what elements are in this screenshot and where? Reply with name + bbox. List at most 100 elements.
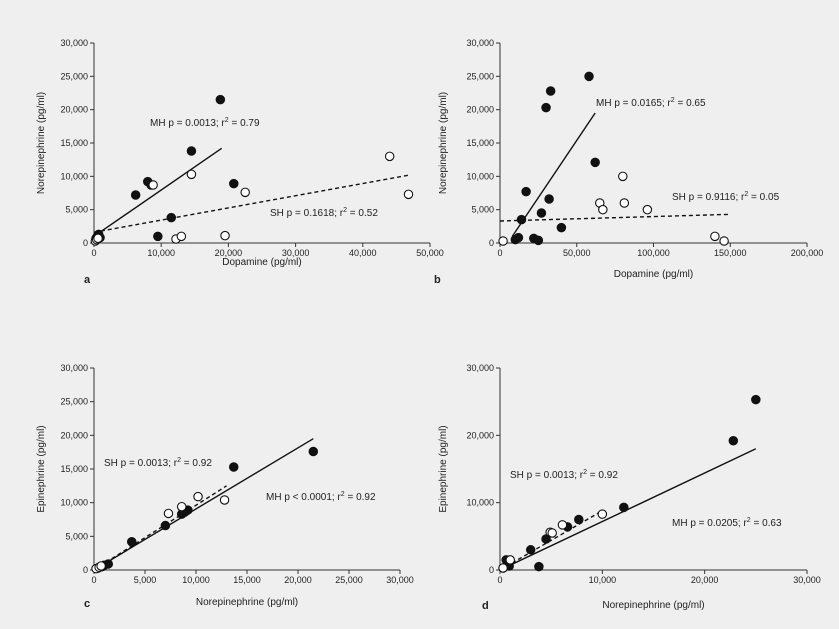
sh-regression-line	[499, 213, 731, 222]
sh-regression-line	[93, 485, 227, 571]
mh-data-point	[751, 394, 761, 405]
y-tick-label: 30,000	[466, 38, 494, 48]
mh-data-point	[186, 146, 197, 156]
y-tick-label: 15,000	[466, 138, 494, 148]
y-tick-label: 5,000	[65, 205, 88, 215]
x-tick-label: 10,000	[589, 575, 617, 585]
annotation-text: = 0.79	[229, 118, 260, 129]
sh-data-point	[557, 520, 568, 530]
mh-data-point	[525, 545, 536, 555]
annotation-text: = 0.92	[181, 458, 212, 469]
mh-stats-annotation: MH p = 0.0205; r2 = 0.63	[672, 517, 782, 529]
mh-data-point	[534, 561, 544, 572]
panel-a: 0 5,000 10,000 15,000 20,000 25,000 30,000 0 10,…	[36, 38, 444, 286]
mh-data-point	[229, 178, 239, 189]
sh-stats-annotation: SH p = 0.0013; r2 = 0.92	[510, 469, 618, 481]
sh-data-point	[384, 151, 395, 162]
x-tick-label: 15,000	[233, 575, 261, 585]
sh-data-point	[598, 204, 608, 215]
y-tick-label: 30,000	[60, 363, 88, 373]
mh-data-point	[556, 222, 567, 233]
sh-data-point	[176, 231, 187, 242]
x-tick-label: 25,000	[335, 575, 363, 585]
x-tick-label: 0	[497, 575, 502, 585]
mh-data-point	[619, 502, 629, 513]
sh-data-point	[148, 180, 158, 190]
y-tick-label: 0	[489, 238, 494, 248]
sh-regression-line	[93, 174, 410, 234]
sh-data-point	[93, 233, 103, 244]
annotation-text: = 0.92	[345, 492, 376, 503]
sh-data-point	[498, 236, 508, 246]
x-tick-label: 0	[91, 575, 96, 585]
x-tick-label: 40,000	[349, 248, 377, 258]
sh-data-point	[505, 555, 515, 565]
mh-data-point	[536, 208, 547, 218]
y-tick-label: 10,000	[60, 498, 88, 508]
y-tick-label: 5,000	[471, 205, 494, 215]
panel-label: d	[482, 600, 489, 612]
annotation-text: SH p = 0.9116; r	[672, 192, 745, 203]
annotation-text: = 0.65	[675, 98, 706, 109]
sh-data-point	[220, 230, 230, 241]
sh-data-point	[498, 563, 508, 573]
x-tick-label: 100,000	[637, 248, 670, 258]
mh-data-point	[215, 94, 226, 105]
annotation-superscript: 2	[343, 207, 347, 214]
panel-label: b	[434, 274, 441, 286]
panel-c: 0 5,000 10,000 15,000 20,000 25,000 30,000 0 5,0…	[36, 363, 414, 610]
sh-data-point	[240, 187, 250, 198]
x-axis-label: Norepinephrine (pg/ml)	[602, 600, 704, 611]
annotation-text: SH p = 0.0013; r	[104, 458, 178, 469]
mh-data-point	[544, 194, 554, 204]
y-tick-label: 10,000	[466, 171, 494, 181]
annotation-superscript: 2	[583, 469, 587, 476]
sh-data-point	[619, 198, 630, 208]
y-tick-label: 25,000	[60, 397, 88, 407]
y-tick-label: 0	[83, 565, 88, 575]
mh-data-point	[521, 186, 531, 197]
x-tick-label: 10,000	[182, 575, 210, 585]
mh-data-point	[533, 235, 544, 246]
mh-data-point	[545, 86, 556, 96]
annotation-superscript: 2	[341, 491, 345, 498]
annotation-text: MH p = 0.0205; r	[672, 518, 747, 529]
y-tick-label: 25,000	[60, 71, 88, 81]
x-axis-label: Dopamine (pg/ml)	[614, 269, 693, 280]
y-tick-label: 20,000	[466, 430, 494, 440]
y-tick-label: 0	[489, 565, 494, 575]
panel-label: a	[84, 274, 91, 286]
x-tick-label: 50,000	[416, 248, 444, 258]
sh-data-point	[403, 189, 414, 200]
y-tick-label: 0	[83, 238, 88, 248]
sh-data-point	[597, 509, 608, 519]
y-tick-label: 30,000	[466, 363, 494, 373]
sh-data-point	[219, 495, 230, 505]
annotation-text: = 0.05	[748, 192, 779, 203]
y-axis-label: Norepinephrine (pg/ml)	[36, 92, 47, 194]
mh-data-point	[584, 71, 594, 82]
y-axis-label: Epinephrine (pg/ml)	[438, 425, 449, 512]
annotation-text: SH p = 0.1618; r	[270, 208, 344, 219]
annotation-superscript: 2	[747, 517, 751, 524]
x-tick-label: 200,000	[791, 248, 824, 258]
panel-label: c	[84, 598, 90, 610]
y-tick-label: 25,000	[466, 71, 494, 81]
x-tick-label: 50,000	[563, 248, 591, 258]
y-tick-label: 20,000	[60, 105, 88, 115]
sh-data-point	[618, 171, 628, 182]
annotation-superscript: 2	[225, 117, 229, 124]
mh-data-point	[153, 231, 163, 242]
sh-stats-annotation: SH p = 0.1618; r2 = 0.52	[270, 207, 378, 219]
panel-d: 0 10,000 20,000 30,000 0 10,000 20,000 30,000 No…	[438, 363, 821, 612]
x-tick-label: 30,000	[386, 575, 414, 585]
y-tick-label: 15,000	[60, 138, 88, 148]
x-axis-label: Dopamine (pg/ml)	[222, 257, 301, 268]
y-tick-label: 10,000	[466, 498, 494, 508]
mh-data-point	[228, 462, 239, 472]
x-tick-label: 20,000	[284, 575, 312, 585]
x-tick-label: 150,000	[714, 248, 747, 258]
x-tick-label: 5,000	[134, 575, 157, 585]
x-tick-label: 30,000	[282, 248, 310, 258]
